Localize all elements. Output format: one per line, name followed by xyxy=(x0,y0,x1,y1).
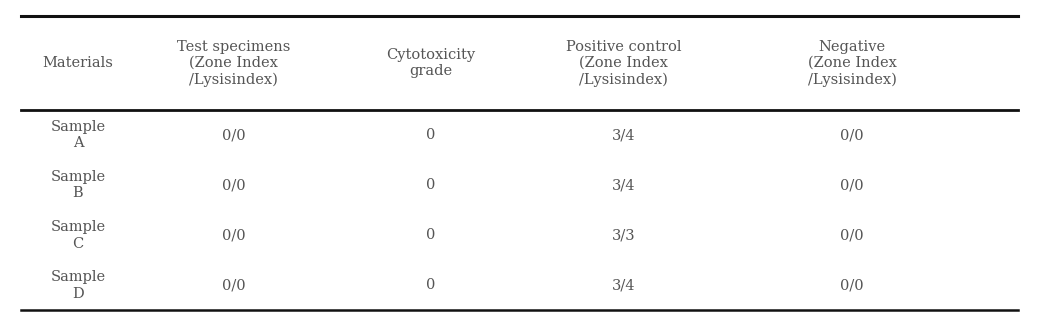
Text: 0: 0 xyxy=(426,228,436,243)
Text: 0/0: 0/0 xyxy=(841,228,863,243)
Text: 0: 0 xyxy=(426,178,436,192)
Text: Sample
D: Sample D xyxy=(50,270,106,300)
Text: 0/0: 0/0 xyxy=(222,278,245,292)
Text: Sample
B: Sample B xyxy=(50,170,106,201)
Text: 0: 0 xyxy=(426,128,436,142)
Text: 0/0: 0/0 xyxy=(841,278,863,292)
Text: 0: 0 xyxy=(426,278,436,292)
Text: 0/0: 0/0 xyxy=(222,128,245,142)
Text: 0/0: 0/0 xyxy=(841,178,863,192)
Text: Sample
C: Sample C xyxy=(50,220,106,251)
Text: 0/0: 0/0 xyxy=(222,228,245,243)
Text: 0/0: 0/0 xyxy=(841,128,863,142)
Text: Negative
(Zone Index
/Lysisindex): Negative (Zone Index /Lysisindex) xyxy=(807,40,897,87)
Text: 0/0: 0/0 xyxy=(222,178,245,192)
Text: 3/4: 3/4 xyxy=(612,178,635,192)
Text: Sample
A: Sample A xyxy=(50,120,106,150)
Text: Positive control
(Zone Index
/Lysisindex): Positive control (Zone Index /Lysisindex… xyxy=(565,40,682,87)
Text: Materials: Materials xyxy=(43,56,113,70)
Text: Test specimens
(Zone Index
/Lysisindex): Test specimens (Zone Index /Lysisindex) xyxy=(177,40,291,87)
Text: Cytotoxicity
grade: Cytotoxicity grade xyxy=(387,48,476,78)
Text: 3/3: 3/3 xyxy=(612,228,635,243)
Text: 3/4: 3/4 xyxy=(612,278,635,292)
Text: 3/4: 3/4 xyxy=(612,128,635,142)
